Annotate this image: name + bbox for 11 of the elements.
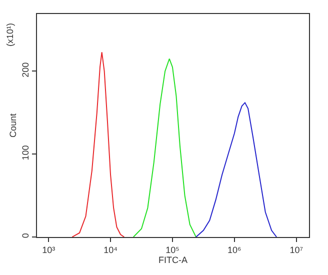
y-axis-title: Count [8,113,18,138]
y-tick-label: 0 [20,233,30,238]
y-tick-label: 100 [20,145,30,160]
text: (x10¹) [5,22,16,46]
x-tick-label: 10⁶ [228,244,242,255]
x-tick-label: 10³ [42,244,56,255]
y-tick-label: 200 [20,62,30,78]
x-tick-label: 10⁴ [104,244,118,255]
x-tick-label: 10⁵ [166,244,180,255]
x-tick-label: 10⁷ [290,244,303,255]
x-axis-title: FITC-A [158,254,188,265]
